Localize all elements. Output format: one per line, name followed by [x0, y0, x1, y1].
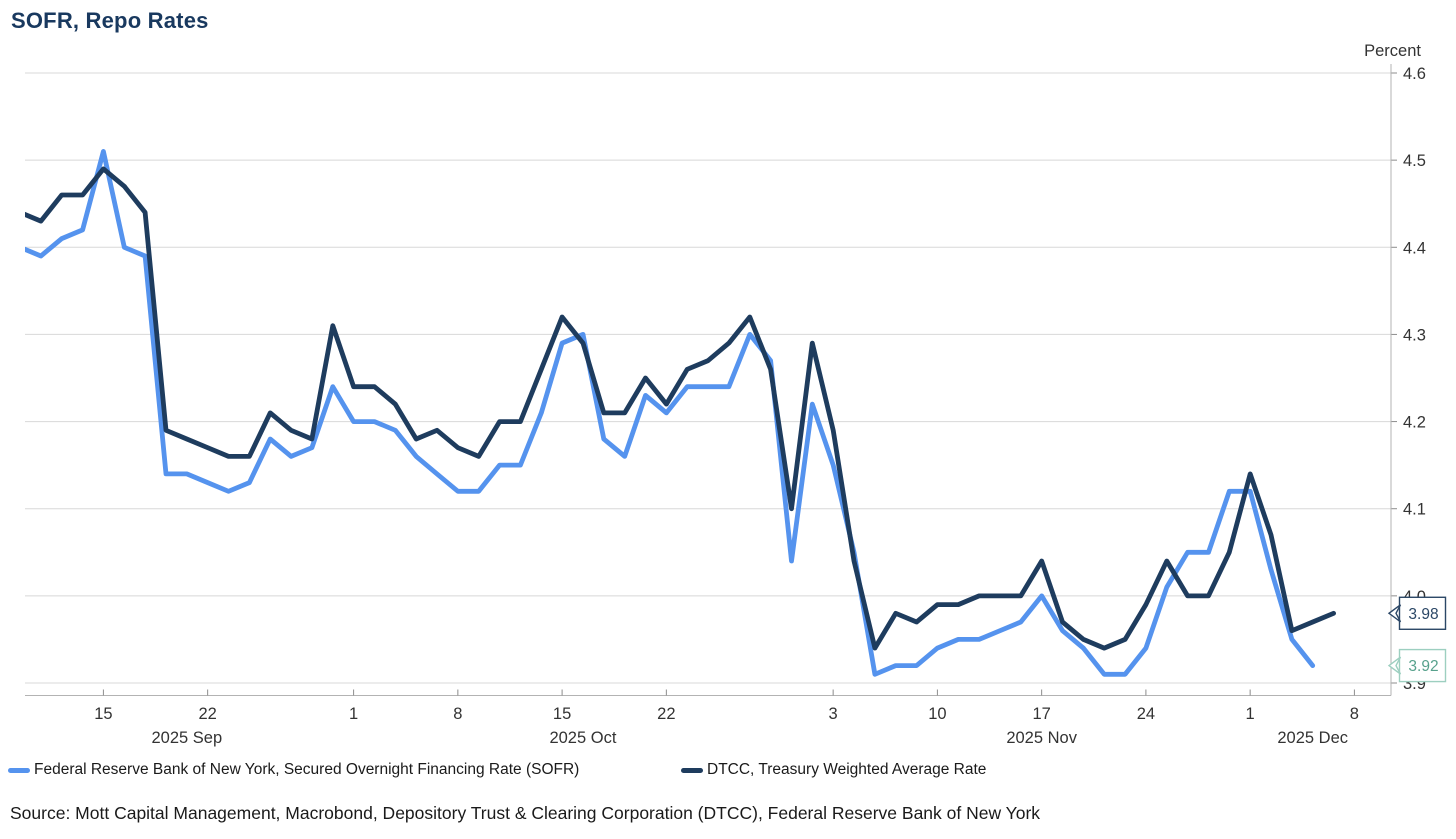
y-axis-unit-label: Percent: [1364, 42, 1421, 60]
sofr-last-value-callout: 3.92: [1387, 648, 1447, 683]
x-axis-tick-label: 1: [1246, 705, 1255, 723]
y-axis-tick-label: 4.5: [1403, 152, 1426, 170]
x-axis-month-label: 2025 Sep: [151, 729, 222, 747]
source-attribution: Source: Mott Capital Management, Macrobo…: [10, 803, 1041, 823]
x-axis-tick-label: 8: [453, 705, 462, 723]
x-axis-tick-label: 15: [553, 705, 571, 723]
x-axis-tick-label: 22: [657, 705, 675, 723]
x-axis-tick-label: 8: [1350, 705, 1359, 723]
x-axis-tick-label: 10: [928, 705, 946, 723]
y-axis-tick-label: 4.2: [1403, 414, 1426, 432]
legend-item-sofr: Federal Reserve Bank of New York, Secure…: [8, 761, 579, 779]
y-axis-tick-label: 4.4: [1403, 239, 1426, 257]
legend-label-dtcc: DTCC, Treasury Weighted Average Rate: [707, 761, 987, 778]
x-axis-tick-label: 1: [349, 705, 358, 723]
x-axis-month-label: 2025 Nov: [1006, 729, 1077, 747]
dtcc-line: [25, 166, 1336, 651]
legend-item-dtcc: DTCC, Treasury Weighted Average Rate: [681, 761, 986, 779]
dtcc-legend-swatch-icon: [681, 767, 703, 773]
chart-title: SOFR, Repo Rates: [11, 8, 209, 33]
x-axis-month-label: 2025 Dec: [1277, 729, 1348, 747]
callout-value-label: 3.98: [1408, 606, 1438, 623]
x-axis-tick-label: 15: [94, 705, 112, 723]
y-axis-tick-label: 4.1: [1403, 501, 1426, 519]
sofr-line: [25, 149, 1316, 677]
y-axis-tick-label: 4.3: [1403, 326, 1426, 344]
x-axis-tick-label: 3: [829, 705, 838, 723]
x-axis-tick-label: 22: [198, 705, 216, 723]
legend-label-sofr: Federal Reserve Bank of New York, Secure…: [34, 761, 580, 778]
x-axis-tick-label: 24: [1137, 705, 1155, 723]
callout-value-label: 3.92: [1408, 658, 1438, 675]
sofr-legend-swatch-icon: [8, 767, 30, 773]
y-axis-tick-label: 4.6: [1403, 65, 1426, 83]
x-axis-tick-label: 17: [1032, 705, 1050, 723]
x-axis-month-label: 2025 Oct: [549, 729, 616, 747]
legend: Federal Reserve Bank of New York, Secure…: [0, 761, 1456, 783]
dtcc-last-value-callout: 3.98: [1387, 596, 1447, 630]
